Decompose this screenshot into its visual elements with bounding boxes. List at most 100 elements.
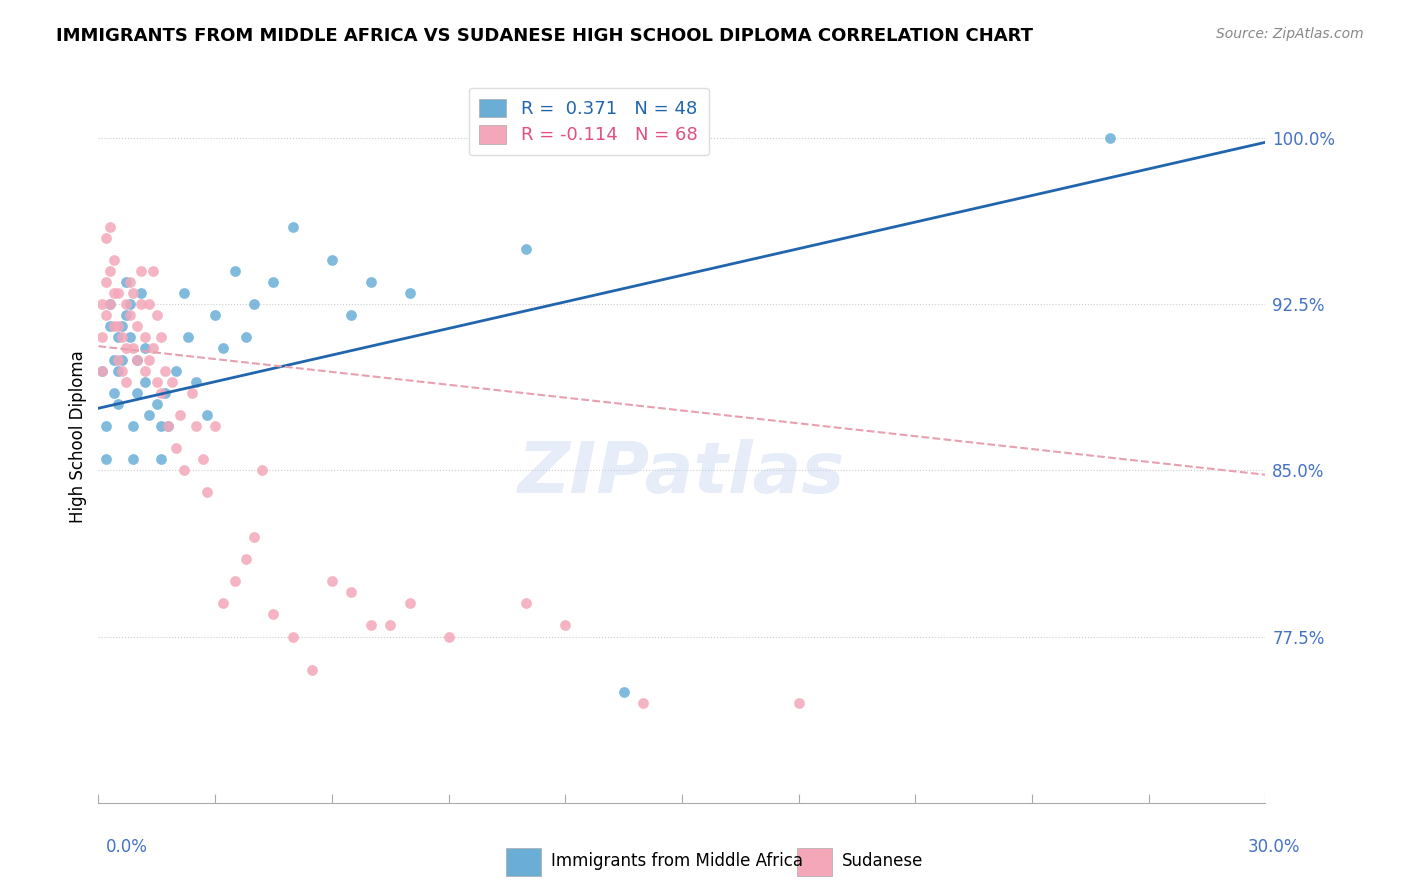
Point [122,285,145,300]
Point [114,297,136,311]
Point [91,330,114,344]
Point [122,452,145,467]
Point [262,275,284,289]
Point [122,419,145,434]
Point [301,663,323,677]
Point [243,530,266,544]
Point [515,242,537,256]
Point [114,375,136,389]
Point [127,385,149,400]
Point [114,308,136,322]
Point [149,452,172,467]
Point [142,264,165,278]
Point [134,342,156,356]
Point [103,252,125,267]
Point [118,275,141,289]
Point [281,219,304,234]
Point [340,308,363,322]
Point [398,596,420,610]
Point [787,696,810,710]
Point [250,463,273,477]
Point [321,574,343,589]
Point [98,297,121,311]
Point [98,297,121,311]
Point [224,574,246,589]
Point [224,264,246,278]
Point [107,285,129,300]
Point [134,375,156,389]
Point [103,285,125,300]
Point [149,419,172,434]
Point [127,352,149,367]
Point [193,452,215,467]
Point [111,363,134,377]
Point [235,552,257,566]
Point [212,596,235,610]
Point [631,696,654,710]
Point [114,275,136,289]
Point [169,408,191,422]
Point [177,330,200,344]
Point [1098,131,1121,145]
Point [96,275,118,289]
Legend: R =  0.371   N = 48, R = -0.114   N = 68: R = 0.371 N = 48, R = -0.114 N = 68 [468,87,709,155]
Point [173,285,195,300]
Point [111,319,134,334]
Point [138,297,160,311]
Point [91,363,114,377]
Point [98,264,121,278]
Point [103,385,125,400]
Point [127,319,149,334]
Point [129,264,152,278]
Point [127,352,149,367]
Point [165,363,187,377]
Point [134,330,156,344]
Point [380,618,402,632]
Text: Source: ZipAtlas.com: Source: ZipAtlas.com [1216,27,1364,41]
Point [107,330,129,344]
FancyBboxPatch shape [797,848,832,876]
Point [129,297,152,311]
Point [195,485,218,500]
Point [235,330,257,344]
Point [98,319,121,334]
Point [157,419,180,434]
Point [515,596,537,610]
Point [118,297,141,311]
Point [96,230,118,244]
Point [613,685,636,699]
Point [184,419,207,434]
Point [122,342,145,356]
Point [118,330,141,344]
Point [146,397,169,411]
Point [107,397,129,411]
Y-axis label: High School Diploma: High School Diploma [69,351,87,524]
Point [98,219,121,234]
Point [180,385,202,400]
Point [162,375,184,389]
Point [398,285,420,300]
FancyBboxPatch shape [506,848,541,876]
Point [96,308,118,322]
Point [96,452,118,467]
Text: Sudanese: Sudanese [842,852,924,870]
Point [91,297,114,311]
Point [281,630,304,644]
Point [91,363,114,377]
Point [134,363,156,377]
Point [138,352,160,367]
Point [173,463,195,477]
Point [360,618,382,632]
Point [142,342,165,356]
Point [157,419,180,434]
Point [138,408,160,422]
Point [114,342,136,356]
Text: Immigrants from Middle Africa: Immigrants from Middle Africa [551,852,803,870]
Text: IMMIGRANTS FROM MIDDLE AFRICA VS SUDANESE HIGH SCHOOL DIPLOMA CORRELATION CHART: IMMIGRANTS FROM MIDDLE AFRICA VS SUDANES… [56,27,1033,45]
Point [204,308,226,322]
Point [195,408,218,422]
Text: 0.0%: 0.0% [105,838,148,856]
Point [146,308,169,322]
Point [103,319,125,334]
Point [184,375,207,389]
